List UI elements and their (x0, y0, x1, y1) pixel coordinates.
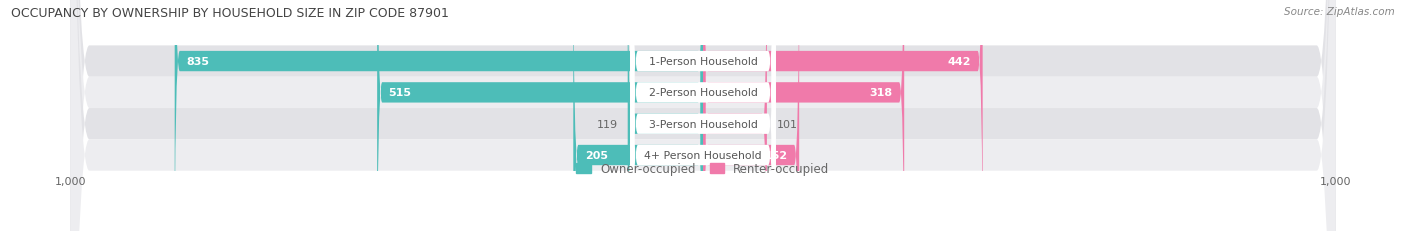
Text: 1-Person Household: 1-Person Household (648, 57, 758, 67)
FancyBboxPatch shape (574, 0, 703, 231)
FancyBboxPatch shape (377, 0, 703, 231)
Text: 835: 835 (186, 57, 209, 67)
FancyBboxPatch shape (630, 0, 776, 231)
FancyBboxPatch shape (70, 0, 1336, 231)
Text: 515: 515 (388, 88, 412, 98)
Text: 442: 442 (948, 57, 972, 67)
Text: Source: ZipAtlas.com: Source: ZipAtlas.com (1284, 7, 1395, 17)
FancyBboxPatch shape (630, 0, 776, 231)
FancyBboxPatch shape (703, 0, 766, 231)
Text: 152: 152 (765, 150, 787, 160)
FancyBboxPatch shape (630, 0, 776, 231)
Text: 2-Person Household: 2-Person Household (648, 88, 758, 98)
FancyBboxPatch shape (703, 0, 904, 231)
Text: 205: 205 (585, 150, 607, 160)
Legend: Owner-occupied, Renter-occupied: Owner-occupied, Renter-occupied (572, 158, 834, 180)
FancyBboxPatch shape (174, 0, 703, 231)
Text: 119: 119 (598, 119, 619, 129)
FancyBboxPatch shape (630, 0, 776, 231)
Text: 3-Person Household: 3-Person Household (648, 119, 758, 129)
Text: 4+ Person Household: 4+ Person Household (644, 150, 762, 160)
FancyBboxPatch shape (703, 0, 983, 231)
Text: 101: 101 (776, 119, 797, 129)
FancyBboxPatch shape (627, 0, 703, 231)
Text: 318: 318 (870, 88, 893, 98)
FancyBboxPatch shape (70, 0, 1336, 231)
FancyBboxPatch shape (70, 0, 1336, 231)
FancyBboxPatch shape (703, 0, 799, 231)
FancyBboxPatch shape (70, 0, 1336, 231)
Text: OCCUPANCY BY OWNERSHIP BY HOUSEHOLD SIZE IN ZIP CODE 87901: OCCUPANCY BY OWNERSHIP BY HOUSEHOLD SIZE… (11, 7, 449, 20)
